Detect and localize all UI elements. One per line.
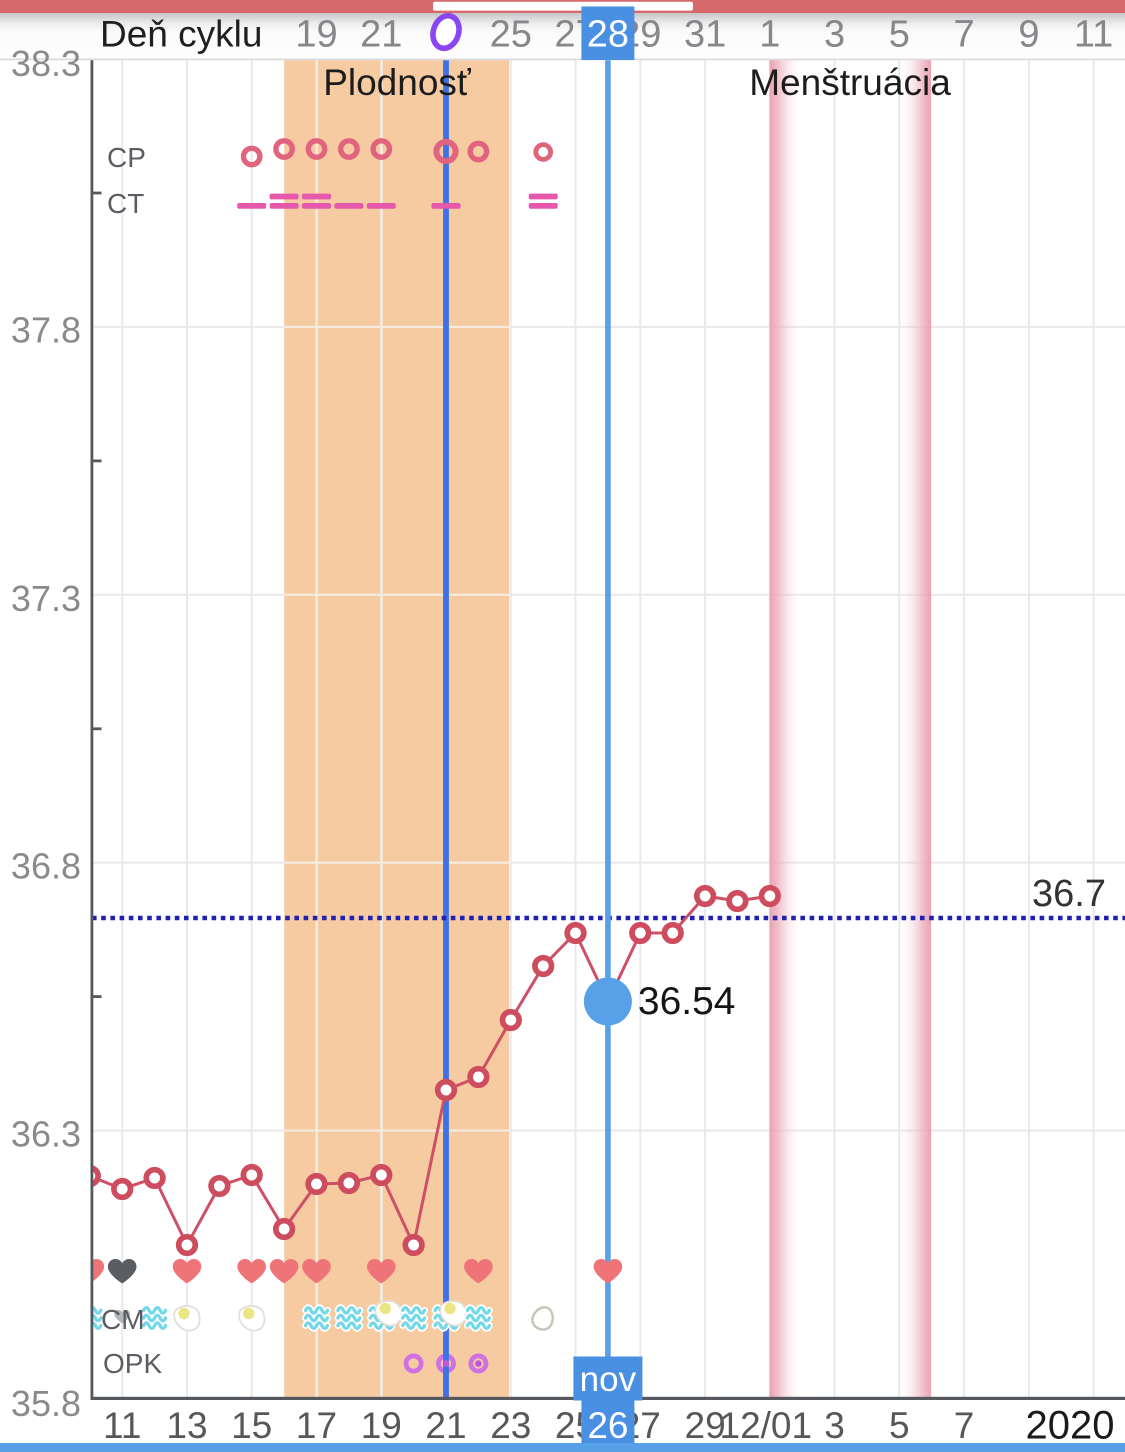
svg-text:21: 21 (360, 14, 402, 56)
svg-text:38.3: 38.3 (11, 43, 81, 84)
svg-text:Plodnosť: Plodnosť (323, 62, 472, 103)
svg-text:13: 13 (166, 1405, 207, 1446)
svg-text:9: 9 (1018, 14, 1039, 56)
svg-text:CT: CT (107, 188, 144, 219)
svg-text:25: 25 (490, 14, 532, 56)
svg-text:OPK: OPK (103, 1348, 162, 1379)
svg-text:17: 17 (296, 1405, 337, 1446)
svg-text:5: 5 (889, 1405, 910, 1446)
svg-text:5: 5 (889, 14, 910, 56)
svg-text:26: 26 (587, 1405, 628, 1446)
svg-text:Deň cyklu: Deň cyklu (100, 14, 262, 55)
svg-text:CM: CM (101, 1304, 145, 1335)
svg-text:15: 15 (231, 1405, 272, 1446)
svg-text:36.3: 36.3 (11, 1114, 81, 1155)
svg-text:3: 3 (824, 1405, 845, 1446)
svg-text:nov: nov (580, 1360, 637, 1399)
svg-text:Menštruácia: Menštruácia (749, 62, 951, 103)
svg-text:31: 31 (684, 14, 726, 56)
svg-text:35.8: 35.8 (11, 1383, 81, 1424)
svg-text:36.7: 36.7 (1032, 873, 1106, 915)
svg-text:19: 19 (361, 1405, 402, 1446)
svg-text:3: 3 (824, 14, 845, 56)
svg-text:37.3: 37.3 (11, 578, 81, 619)
svg-text:19: 19 (295, 14, 337, 56)
svg-text:36.8: 36.8 (11, 846, 81, 887)
svg-text:23: 23 (490, 1405, 531, 1446)
svg-text:7: 7 (954, 1405, 975, 1446)
svg-text:36.54: 36.54 (638, 980, 736, 1023)
svg-text:11: 11 (103, 1405, 141, 1446)
svg-text:CP: CP (107, 142, 146, 173)
svg-text:37.8: 37.8 (11, 310, 81, 351)
svg-text:12/01: 12/01 (720, 1405, 813, 1446)
svg-text:29: 29 (685, 1405, 726, 1446)
svg-text:11: 11 (1074, 14, 1113, 56)
svg-text:7: 7 (954, 14, 975, 56)
svg-text:28: 28 (587, 14, 629, 56)
svg-text:1: 1 (759, 14, 780, 56)
svg-text:21: 21 (425, 1405, 466, 1446)
svg-text:2020: 2020 (1026, 1404, 1115, 1448)
